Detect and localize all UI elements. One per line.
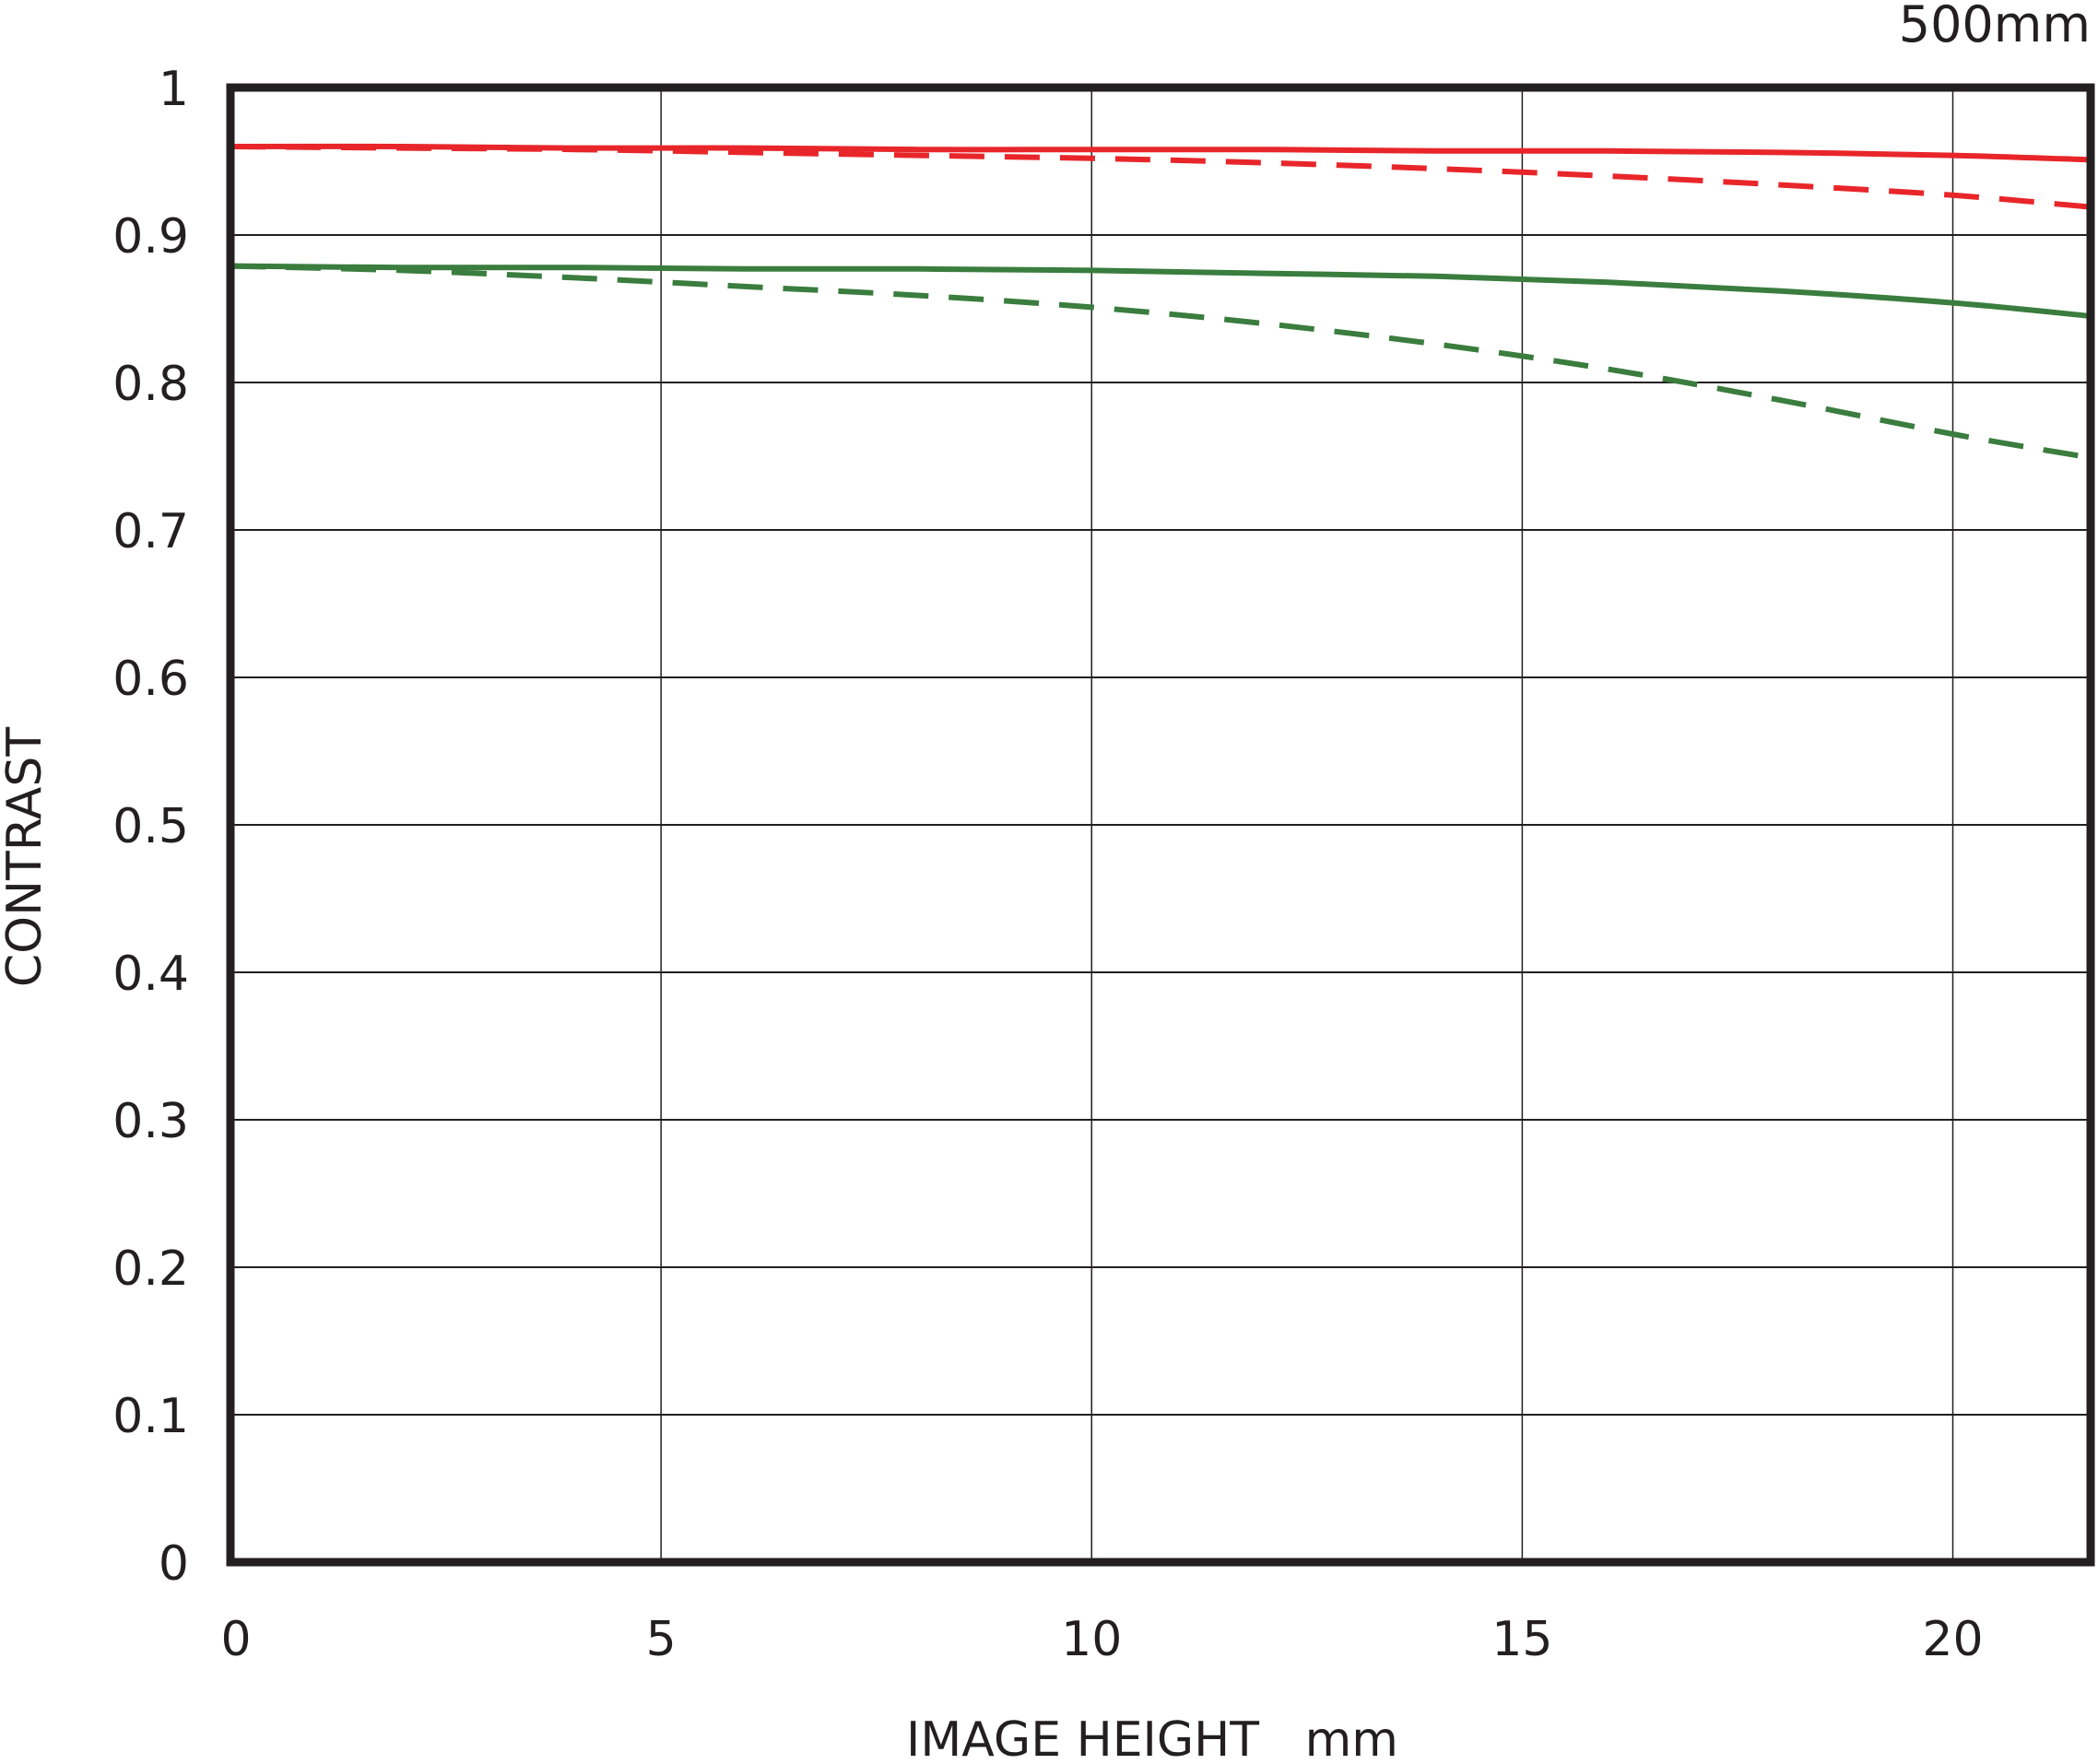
chart-title: 500mm [1899,0,2091,53]
y-tick-label: 0.5 [112,799,189,854]
plot-frame [226,83,2095,1567]
y-tick-label: 0 [159,1536,189,1592]
y-axis-title: CONTRAST [0,727,53,988]
y-tick-label: 0.9 [112,209,189,265]
x-axis-title: IMAGE HEIGHT mm [906,1712,1398,1759]
y-tick-label: 1 [159,62,189,117]
y-tick-label: 0.4 [112,947,189,1002]
y-tick-label: 0.3 [112,1094,189,1149]
x-tick-label: 5 [646,1612,677,1667]
x-tick-label: 20 [1922,1612,1983,1667]
y-tick-labels: 0 0.1 0.2 0.3 0.4 0.5 0.6 0.7 0.8 0.9 1 [112,62,189,1592]
series-line-3 [230,263,2092,319]
y-tick-label: 0.7 [112,504,189,559]
y-tick-label: 0.8 [112,357,189,412]
y-tick-label: 0.6 [112,652,189,707]
y-tick-label: 0.2 [112,1241,189,1297]
series-layer [230,143,2092,461]
series-line-4 [230,263,2092,461]
y-tick-label: 0.1 [112,1389,189,1444]
x-tick-labels: 0 5 10 15 20 [220,1612,1983,1667]
x-tick-label: 10 [1061,1612,1122,1667]
series-line-1 [230,143,2092,163]
grid-layer [230,88,2091,1562]
x-tick-label: 15 [1491,1612,1552,1667]
series-line-2 [230,144,2092,210]
x-tick-label: 0 [220,1612,251,1667]
